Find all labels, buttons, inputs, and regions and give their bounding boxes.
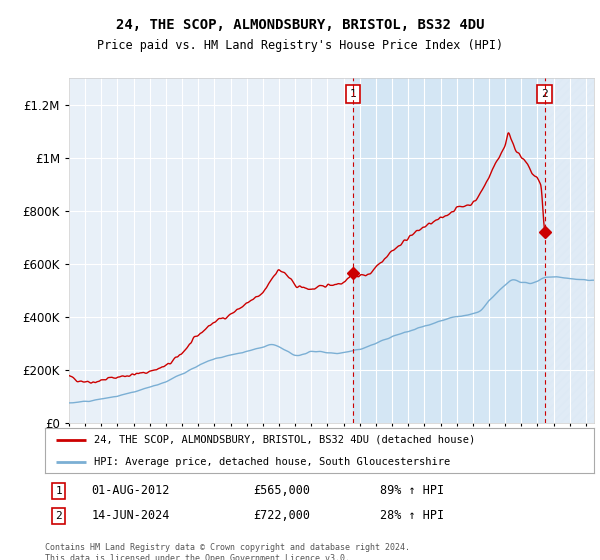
Text: 28% ↑ HPI: 28% ↑ HPI: [380, 510, 444, 522]
Text: 2: 2: [541, 89, 548, 99]
Text: Price paid vs. HM Land Registry's House Price Index (HPI): Price paid vs. HM Land Registry's House …: [97, 39, 503, 53]
Bar: [353, 78, 545, 423]
Text: 1: 1: [350, 89, 356, 99]
Text: 01-AUG-2012: 01-AUG-2012: [92, 484, 170, 497]
Text: 14-JUN-2024: 14-JUN-2024: [92, 510, 170, 522]
Text: 89% ↑ HPI: 89% ↑ HPI: [380, 484, 444, 497]
Text: 24, THE SCOP, ALMONDSBURY, BRISTOL, BS32 4DU (detached house): 24, THE SCOP, ALMONDSBURY, BRISTOL, BS32…: [94, 435, 476, 445]
Text: 24, THE SCOP, ALMONDSBURY, BRISTOL, BS32 4DU: 24, THE SCOP, ALMONDSBURY, BRISTOL, BS32…: [116, 18, 484, 32]
Text: 2: 2: [55, 511, 62, 521]
Text: £722,000: £722,000: [254, 510, 311, 522]
Text: Contains HM Land Registry data © Crown copyright and database right 2024.
This d: Contains HM Land Registry data © Crown c…: [45, 543, 410, 560]
Text: HPI: Average price, detached house, South Gloucestershire: HPI: Average price, detached house, Sout…: [94, 457, 451, 467]
Bar: [545, 78, 594, 423]
Text: £565,000: £565,000: [254, 484, 311, 497]
Text: 1: 1: [55, 486, 62, 496]
